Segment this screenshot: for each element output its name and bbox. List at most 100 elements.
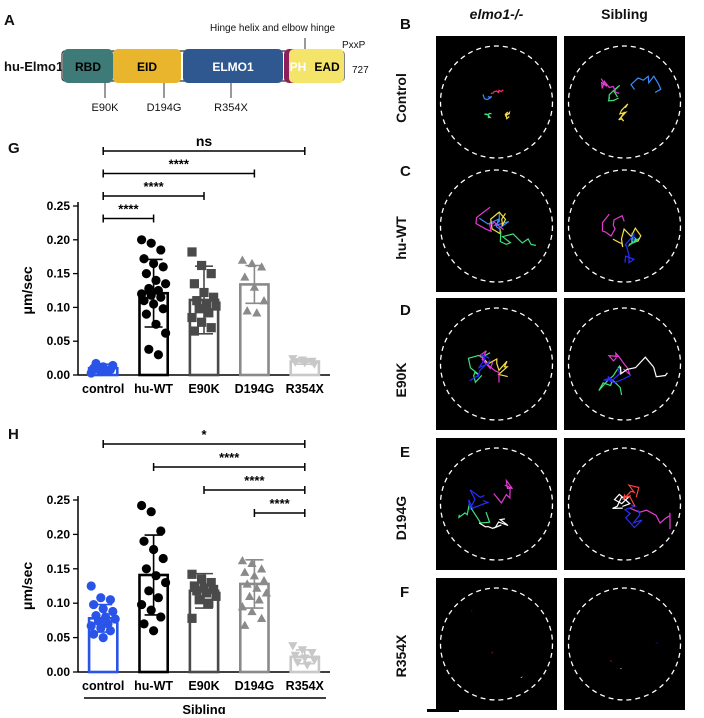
cell-track [603, 367, 632, 384]
data-point [86, 581, 96, 591]
data-point [158, 304, 168, 314]
data-point [105, 626, 115, 636]
data-point [240, 567, 250, 576]
data-point [161, 328, 171, 338]
sig-label: **** [143, 179, 164, 194]
track-tile-hu-wt-sibling [564, 160, 685, 292]
cell-track [622, 484, 640, 507]
y-tick-label: 0.15 [47, 562, 71, 576]
y-tick-label: 0.25 [47, 493, 71, 507]
cell-track [630, 75, 662, 94]
data-point [300, 654, 310, 663]
row-label-r354x: R354X [393, 634, 409, 678]
data-point [199, 287, 209, 298]
data-point [290, 358, 300, 367]
data-point [153, 350, 163, 360]
cell-track [483, 357, 509, 378]
data-point [199, 583, 209, 593]
data-point [242, 579, 252, 588]
cell-track [490, 211, 507, 235]
domain-rbd [63, 49, 113, 83]
data-point [89, 599, 99, 610]
data-point [252, 308, 262, 317]
domain-ead [289, 49, 344, 83]
cell-track [458, 503, 491, 524]
data-point [247, 258, 257, 268]
y-tick-label: 0.20 [47, 527, 71, 541]
pxxp-label: PxxP [342, 40, 366, 51]
data-point [300, 359, 310, 368]
data-point [302, 661, 312, 670]
data-point [240, 272, 250, 281]
cell-track [601, 213, 625, 237]
data-point [252, 583, 262, 592]
data-point [249, 282, 259, 291]
y-tick-label: 0.25 [47, 199, 71, 213]
data-point [197, 317, 207, 327]
domain-label-ead: EAD [314, 60, 340, 74]
x-axis-label: Sibling [182, 702, 225, 714]
data-point [141, 309, 151, 319]
cell-track [612, 493, 632, 509]
x-tick-label-R354X: R354X [286, 382, 325, 396]
data-point [192, 586, 202, 596]
data-point [146, 507, 156, 517]
data-point [151, 319, 161, 329]
data-point [290, 651, 300, 661]
data-point [137, 500, 147, 511]
data-point [237, 555, 247, 565]
data-point [101, 365, 111, 375]
cell-track [479, 350, 500, 383]
data-point [108, 360, 118, 371]
x-tick-label-E90K: E90K [188, 679, 219, 693]
track-tile-hu-wt-elmo1 [436, 160, 557, 292]
row-label-hu-wt: hu-WT [393, 216, 409, 260]
data-point [240, 620, 250, 629]
y-tick-label: 0.00 [47, 368, 71, 382]
data-point [288, 642, 298, 651]
cell-track [624, 232, 636, 264]
domain-eid [113, 49, 181, 83]
data-point [189, 279, 199, 289]
data-point [242, 306, 252, 315]
x-tick-label-D194G: D194G [235, 382, 275, 396]
data-point [98, 604, 108, 614]
track-tile-r354x-sibling [564, 578, 685, 710]
data-point [209, 292, 219, 302]
well-outline [567, 587, 682, 701]
panel-label-c: C [400, 163, 411, 180]
data-point [161, 577, 171, 588]
data-point [158, 553, 168, 564]
data-point [197, 260, 207, 271]
cell-track [620, 356, 668, 378]
track-tile-d194g-sibling [564, 438, 685, 570]
data-point [293, 658, 303, 667]
cell-track [493, 478, 513, 504]
track-tile-e90k-sibling [564, 298, 685, 430]
y-tick-label: 0.05 [47, 334, 71, 348]
data-point [247, 606, 257, 616]
data-point [141, 269, 151, 279]
col-header-elmo1: elmo1-/- [469, 6, 524, 22]
data-point [257, 564, 267, 573]
mutation-r354x: R354X [214, 102, 248, 114]
data-point [139, 619, 149, 629]
data-point [197, 574, 207, 584]
cell-track [468, 489, 490, 511]
data-point [206, 577, 216, 588]
domain-label-rbd: RBD [75, 60, 101, 74]
sig-label: **** [219, 450, 240, 465]
well-outline [439, 587, 554, 701]
data-point [149, 626, 159, 636]
cell-track [618, 103, 629, 122]
well-outline [439, 45, 554, 159]
chart-g: 0.00 0.05 0.10 0.15 0.20 0.25 μm/sec control hu-… [19, 133, 330, 396]
x-tick-label-R354X: R354X [286, 679, 325, 693]
sig-label: * [201, 427, 207, 442]
data-point [309, 656, 319, 665]
data-point [108, 606, 118, 617]
data-point [89, 629, 99, 639]
y-tick-label: 0.05 [47, 631, 71, 645]
data-point [204, 598, 214, 608]
data-point [156, 292, 166, 302]
